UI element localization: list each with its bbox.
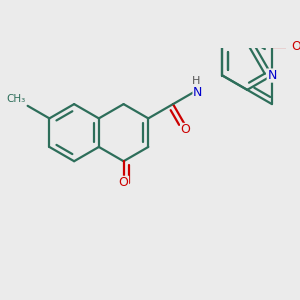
Text: N: N (193, 86, 203, 99)
Text: O: O (181, 123, 190, 136)
Text: CH₃: CH₃ (6, 94, 26, 104)
Text: H: H (191, 76, 200, 86)
Text: N: N (267, 69, 277, 82)
Text: O: O (118, 176, 128, 189)
Text: O: O (291, 40, 300, 53)
